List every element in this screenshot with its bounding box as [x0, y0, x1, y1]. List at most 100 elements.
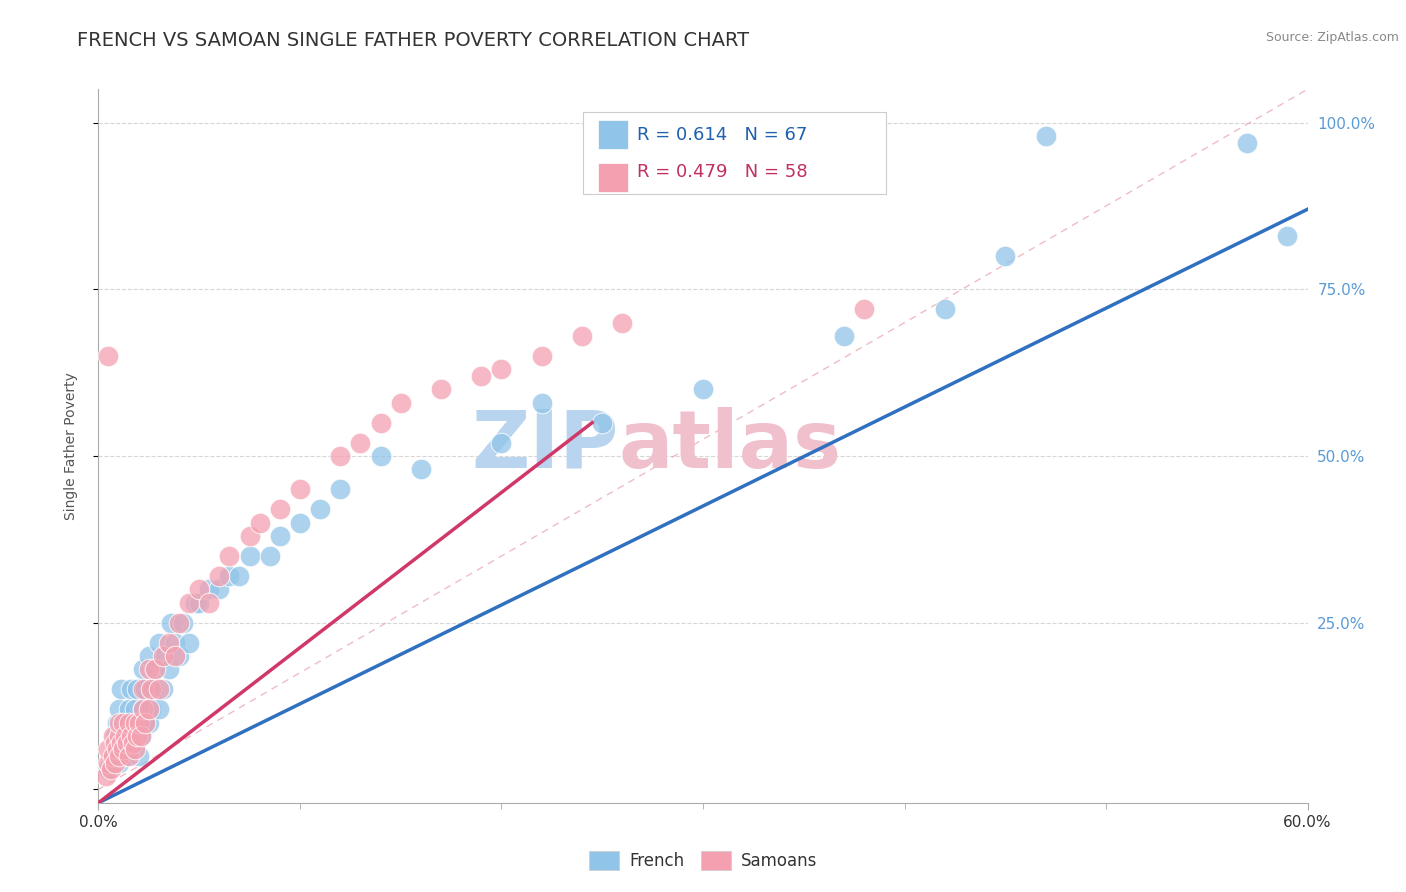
Text: R = 0.614   N = 67: R = 0.614 N = 67: [637, 126, 807, 144]
Point: [259, 549, 281, 563]
Point: [163, 636, 186, 650]
Point: [118, 715, 141, 730]
Point: [208, 582, 231, 597]
Point: [179, 636, 201, 650]
Point: [110, 736, 132, 750]
Point: [184, 596, 207, 610]
Text: R = 0.479   N = 58: R = 0.479 N = 58: [637, 163, 807, 181]
Point: [132, 702, 155, 716]
Point: [121, 736, 143, 750]
Point: [208, 569, 231, 583]
Point: [111, 742, 134, 756]
Point: [148, 702, 170, 716]
Point: [101, 749, 124, 764]
Point: [129, 729, 152, 743]
Point: [152, 649, 174, 664]
Point: [198, 582, 221, 597]
Point: [152, 682, 174, 697]
Point: [129, 729, 152, 743]
Point: [134, 715, 156, 730]
Point: [329, 483, 352, 497]
Point: [370, 416, 392, 430]
Point: [124, 736, 146, 750]
Point: [118, 702, 141, 716]
Point: [124, 702, 146, 716]
Point: [125, 729, 148, 743]
Point: [138, 702, 160, 716]
Point: [491, 362, 513, 376]
Point: [349, 435, 371, 450]
Point: [101, 749, 124, 764]
Point: [853, 302, 876, 317]
Point: [103, 729, 125, 743]
Point: [994, 249, 1017, 263]
Point: [430, 382, 453, 396]
Point: [143, 662, 166, 676]
Point: [97, 349, 120, 363]
Text: Source: ZipAtlas.com: Source: ZipAtlas.com: [1265, 31, 1399, 45]
Legend: French, Samoans: French, Samoans: [582, 844, 824, 877]
Point: [172, 615, 194, 630]
Point: [288, 516, 311, 530]
Point: [329, 449, 352, 463]
Point: [132, 702, 155, 716]
Text: FRENCH VS SAMOAN SINGLE FATHER POVERTY CORRELATION CHART: FRENCH VS SAMOAN SINGLE FATHER POVERTY C…: [77, 31, 749, 50]
Point: [107, 742, 129, 756]
Point: [157, 636, 180, 650]
Point: [103, 756, 125, 770]
Point: [571, 329, 593, 343]
Point: [288, 483, 311, 497]
Point: [239, 549, 262, 563]
Point: [491, 435, 513, 450]
Point: [128, 715, 150, 730]
Point: [269, 502, 291, 516]
Point: [692, 382, 714, 396]
Point: [138, 662, 160, 676]
Point: [409, 462, 432, 476]
Point: [157, 662, 180, 676]
Point: [591, 416, 613, 430]
Point: [107, 715, 129, 730]
Point: [120, 729, 142, 743]
Point: [107, 756, 129, 770]
Point: [105, 742, 128, 756]
Point: [114, 729, 136, 743]
Point: [128, 749, 150, 764]
Point: [120, 682, 142, 697]
Text: ZIP: ZIP: [471, 407, 619, 485]
Point: [167, 615, 190, 630]
Point: [96, 769, 118, 783]
Point: [148, 682, 170, 697]
Point: [167, 649, 190, 664]
Point: [530, 395, 553, 409]
Point: [1236, 136, 1258, 150]
Point: [111, 715, 134, 730]
Point: [107, 749, 129, 764]
Point: [198, 596, 221, 610]
Point: [124, 742, 146, 756]
Point: [832, 329, 855, 343]
Point: [134, 682, 156, 697]
Y-axis label: Single Father Poverty: Single Father Poverty: [63, 372, 77, 520]
Point: [105, 715, 128, 730]
Point: [153, 649, 176, 664]
Point: [148, 636, 170, 650]
Point: [249, 516, 271, 530]
Point: [228, 569, 250, 583]
Point: [370, 449, 392, 463]
Point: [121, 715, 143, 730]
Point: [188, 596, 211, 610]
Point: [107, 729, 129, 743]
Point: [188, 582, 211, 597]
Point: [101, 729, 124, 743]
Point: [389, 395, 412, 409]
Point: [139, 702, 162, 716]
Point: [269, 529, 291, 543]
Point: [111, 715, 134, 730]
Point: [107, 729, 129, 743]
Point: [160, 615, 183, 630]
Point: [1277, 228, 1299, 243]
Point: [97, 763, 120, 777]
Point: [115, 715, 138, 730]
Point: [114, 749, 136, 764]
